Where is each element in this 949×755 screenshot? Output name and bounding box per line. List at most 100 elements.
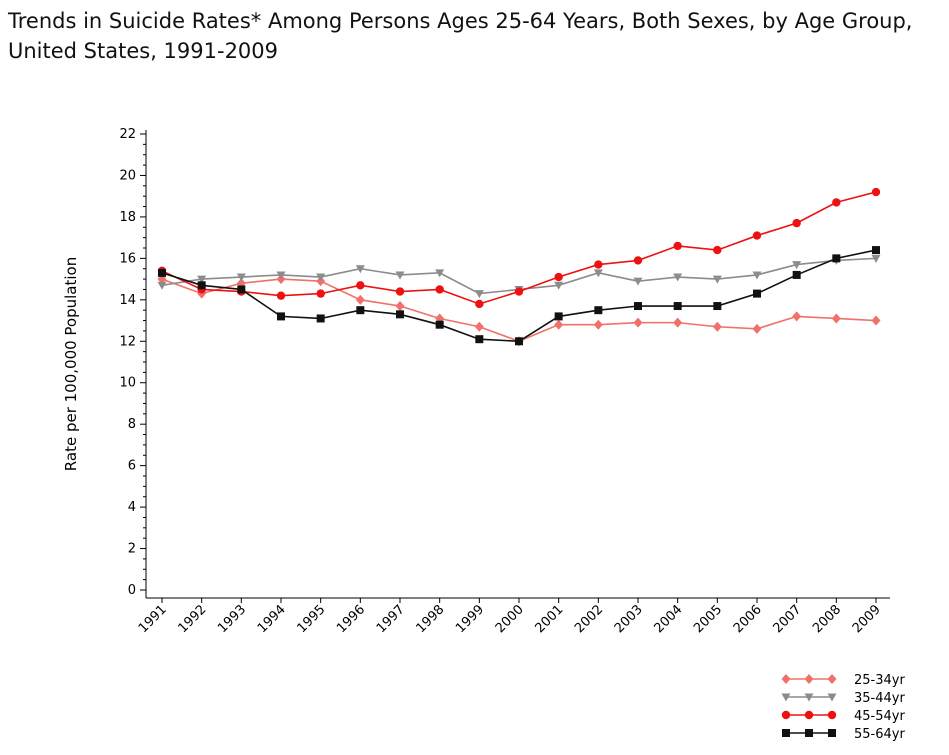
data-point-35-44yr [395,271,405,280]
legend-label-25-34yr: 25-34yr [854,673,905,688]
data-point-25-34yr [673,317,683,328]
legend-marker-45-54yr [827,710,837,720]
data-point-55-64yr [872,246,880,255]
y-tick-label: 8 [128,417,136,432]
data-point-25-34yr [474,321,484,332]
legend-item-55-64yr: 55-64yr [782,727,905,742]
x-tick-label: 2001 [532,602,566,636]
data-point-45-54yr [475,299,484,309]
data-point-35-44yr [157,281,167,290]
data-point-25-34yr [633,317,643,328]
data-point-35-44yr [474,290,484,299]
data-point-55-64yr [158,268,166,277]
legend-marker-35-44yr [827,693,837,702]
data-point-55-64yr [277,312,285,321]
legend: 25-34yr 35-44yr 45-54yr 55-64yr [781,673,905,742]
legend-marker-45-54yr [804,710,814,720]
x-tick-label: 1994 [255,602,289,636]
legend-marker-25-34yr [827,674,837,684]
chart-title: Trends in Suicide Rates* Among Persons A… [8,9,913,63]
y-tick-label: 20 [119,168,136,183]
data-point-45-54yr [435,285,444,294]
legend-item-45-54yr: 45-54yr [781,709,905,724]
data-point-55-64yr [316,314,325,323]
data-point-25-34yr [871,315,881,326]
data-point-35-44yr [752,271,762,280]
series-25-34yr [157,274,881,347]
legend-label-35-44yr: 35-44yr [854,691,905,706]
y-tick-label: 16 [119,251,136,266]
data-point-45-54yr [792,218,801,228]
x-tick-label: 1993 [215,602,249,636]
data-point-25-34yr [792,311,802,322]
data-point-55-64yr [237,285,246,294]
x-tick-label: 2002 [572,602,606,636]
data-point-55-64yr [396,310,404,319]
data-point-25-34yr [355,294,365,305]
x-tick-label: 2007 [770,602,804,636]
y-tick-label: 0 [128,583,136,598]
data-point-35-44yr [197,275,207,284]
legend-label-45-54yr: 45-54yr [854,709,905,724]
y-tick-label: 18 [119,210,136,225]
y-tick-label: 4 [128,500,136,515]
x-tick-label: 2006 [731,602,765,636]
data-point-55-64yr [634,302,642,311]
y-tick-label: 12 [119,334,136,349]
legend-label-55-64yr: 55-64yr [854,727,905,742]
x-tick-label: 2000 [493,602,527,636]
data-point-35-44yr [276,271,286,280]
data-point-25-34yr [554,319,564,330]
data-point-55-64yr [594,306,603,315]
data-point-35-44yr [316,273,326,282]
series-45-54yr [157,187,881,309]
legend-marker-25-34yr [804,674,814,684]
y-axis-label: Rate per 100,000 Population [62,257,80,471]
data-point-25-34yr [831,313,841,324]
data-point-55-64yr [197,281,206,290]
data-point-25-34yr [712,321,722,332]
data-point-45-54yr [276,291,286,300]
data-point-45-54yr [832,198,841,207]
legend-item-35-44yr: 35-44yr [781,691,905,706]
data-point-45-54yr [871,187,881,197]
data-point-45-54yr [752,231,762,240]
series-layer [157,187,881,347]
legend-marker-25-34yr [781,674,791,684]
data-point-55-64yr [554,312,563,321]
x-tick-label: 1997 [374,602,408,636]
legend-marker-55-64yr [828,729,836,737]
x-tick-label: 1992 [175,602,209,636]
data-point-55-64yr [435,320,444,329]
x-tick-label: 1996 [334,602,368,636]
y-tick-label: 2 [128,542,136,557]
x-tick-label: 1995 [294,602,328,636]
x-tick-label: 2008 [810,602,844,636]
data-point-25-34yr [395,301,405,312]
data-point-45-54yr [514,287,524,296]
data-point-35-44yr [554,281,564,290]
legend-marker-35-44yr [781,693,791,702]
x-tick-label: 1998 [413,602,447,636]
y-tick-label: 22 [119,127,136,142]
y-tick-label: 6 [128,459,136,474]
data-point-45-54yr [316,289,325,298]
axes: 0 2 4 6 8 10 12 14 16 18 20 22 Rate per 100,000 Popu… [62,127,890,636]
y-tick-label: 14 [119,293,136,308]
data-point-55-64yr [753,289,761,298]
series-55-64yr [158,246,880,346]
legend-marker-55-64yr [805,729,813,737]
x-tick-label: 1991 [136,602,170,636]
data-point-55-64yr [475,335,484,344]
data-point-25-34yr [593,319,603,330]
data-point-45-54yr [594,260,603,269]
x-tick-label: 2004 [651,602,685,636]
data-point-45-54yr [554,272,563,282]
data-point-35-44yr [355,265,365,274]
data-point-45-54yr [713,245,722,255]
data-point-55-64yr [515,337,523,346]
data-point-55-64yr [356,306,365,315]
data-point-35-44yr [792,261,802,270]
data-point-55-64yr [792,270,801,279]
